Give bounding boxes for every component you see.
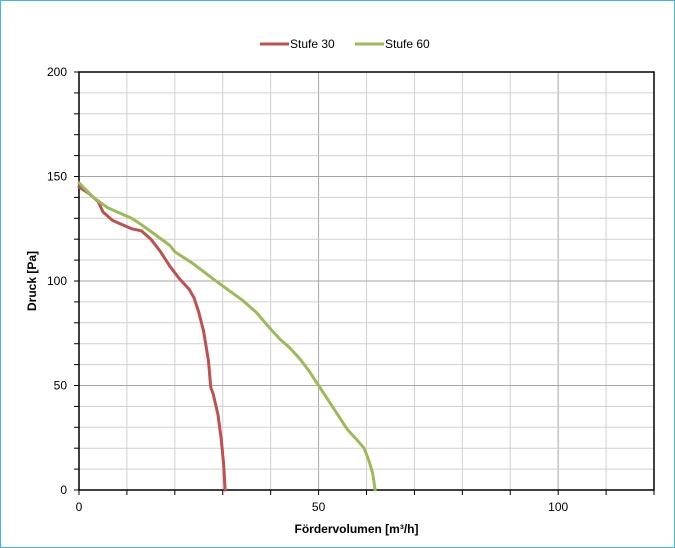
series-line-stufe-60 <box>77 181 377 492</box>
grid <box>79 72 654 490</box>
y-tick-label: 150 <box>47 170 67 184</box>
y-axis-title: Druck [Pa] <box>25 251 39 311</box>
x-axis-title: Fördervolumen [m³/h] <box>294 522 418 536</box>
x-tick-label: 50 <box>312 500 326 514</box>
legend-label-stufe-30: Stufe 30 <box>290 37 335 51</box>
legend: Stufe 30 Stufe 60 <box>260 37 430 51</box>
y-tick-label: 50 <box>54 379 68 393</box>
y-tick-label: 100 <box>47 274 67 288</box>
series-line-stufe-30 <box>77 185 227 492</box>
x-tick-label: 0 <box>76 500 83 514</box>
y-tick-label: 200 <box>47 65 67 79</box>
legend-label-stufe-60: Stufe 60 <box>385 37 430 51</box>
series-lines <box>77 181 377 492</box>
axis-ticks: 0 50 100 0 50 100 150 200 <box>47 65 655 514</box>
x-tick-label: 100 <box>548 500 568 514</box>
y-tick-label: 0 <box>60 483 67 497</box>
